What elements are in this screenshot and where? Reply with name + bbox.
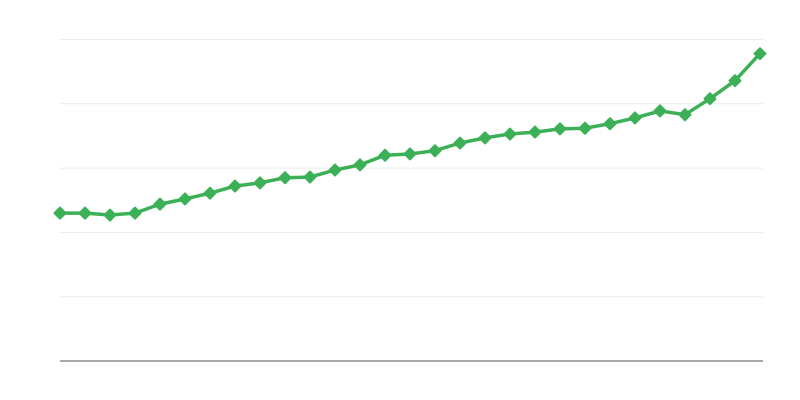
trend-line xyxy=(58,51,762,217)
data-point-marker xyxy=(303,170,317,184)
data-point-marker xyxy=(203,186,217,200)
data-point-marker xyxy=(478,131,492,145)
data-point-marker xyxy=(678,108,692,122)
data-point-marker xyxy=(178,192,192,206)
data-point-marker xyxy=(628,111,642,125)
data-point-marker xyxy=(153,197,167,211)
data-point-marker xyxy=(753,47,767,61)
data-point-marker xyxy=(653,104,667,118)
data-point-marker xyxy=(703,92,717,106)
data-point-marker xyxy=(128,206,142,220)
data-point-marker xyxy=(503,127,517,141)
data-point-marker xyxy=(78,206,92,220)
data-point-marker xyxy=(253,176,267,190)
data-point-marker xyxy=(403,147,417,161)
data-point-marker xyxy=(353,158,367,172)
data-point-marker xyxy=(328,163,342,177)
data-point-marker xyxy=(603,117,617,131)
data-point-marker xyxy=(553,122,567,136)
data-point-marker xyxy=(528,125,542,139)
data-point-marker xyxy=(453,136,467,150)
data-point-marker xyxy=(728,74,742,88)
data-point-marker xyxy=(428,144,442,158)
data-point-marker xyxy=(378,148,392,162)
data-point-marker xyxy=(103,208,117,222)
data-point-marker xyxy=(228,179,242,193)
data-point-marker xyxy=(578,121,592,135)
data-point-marker xyxy=(278,171,292,185)
data-point-marker xyxy=(53,206,67,220)
